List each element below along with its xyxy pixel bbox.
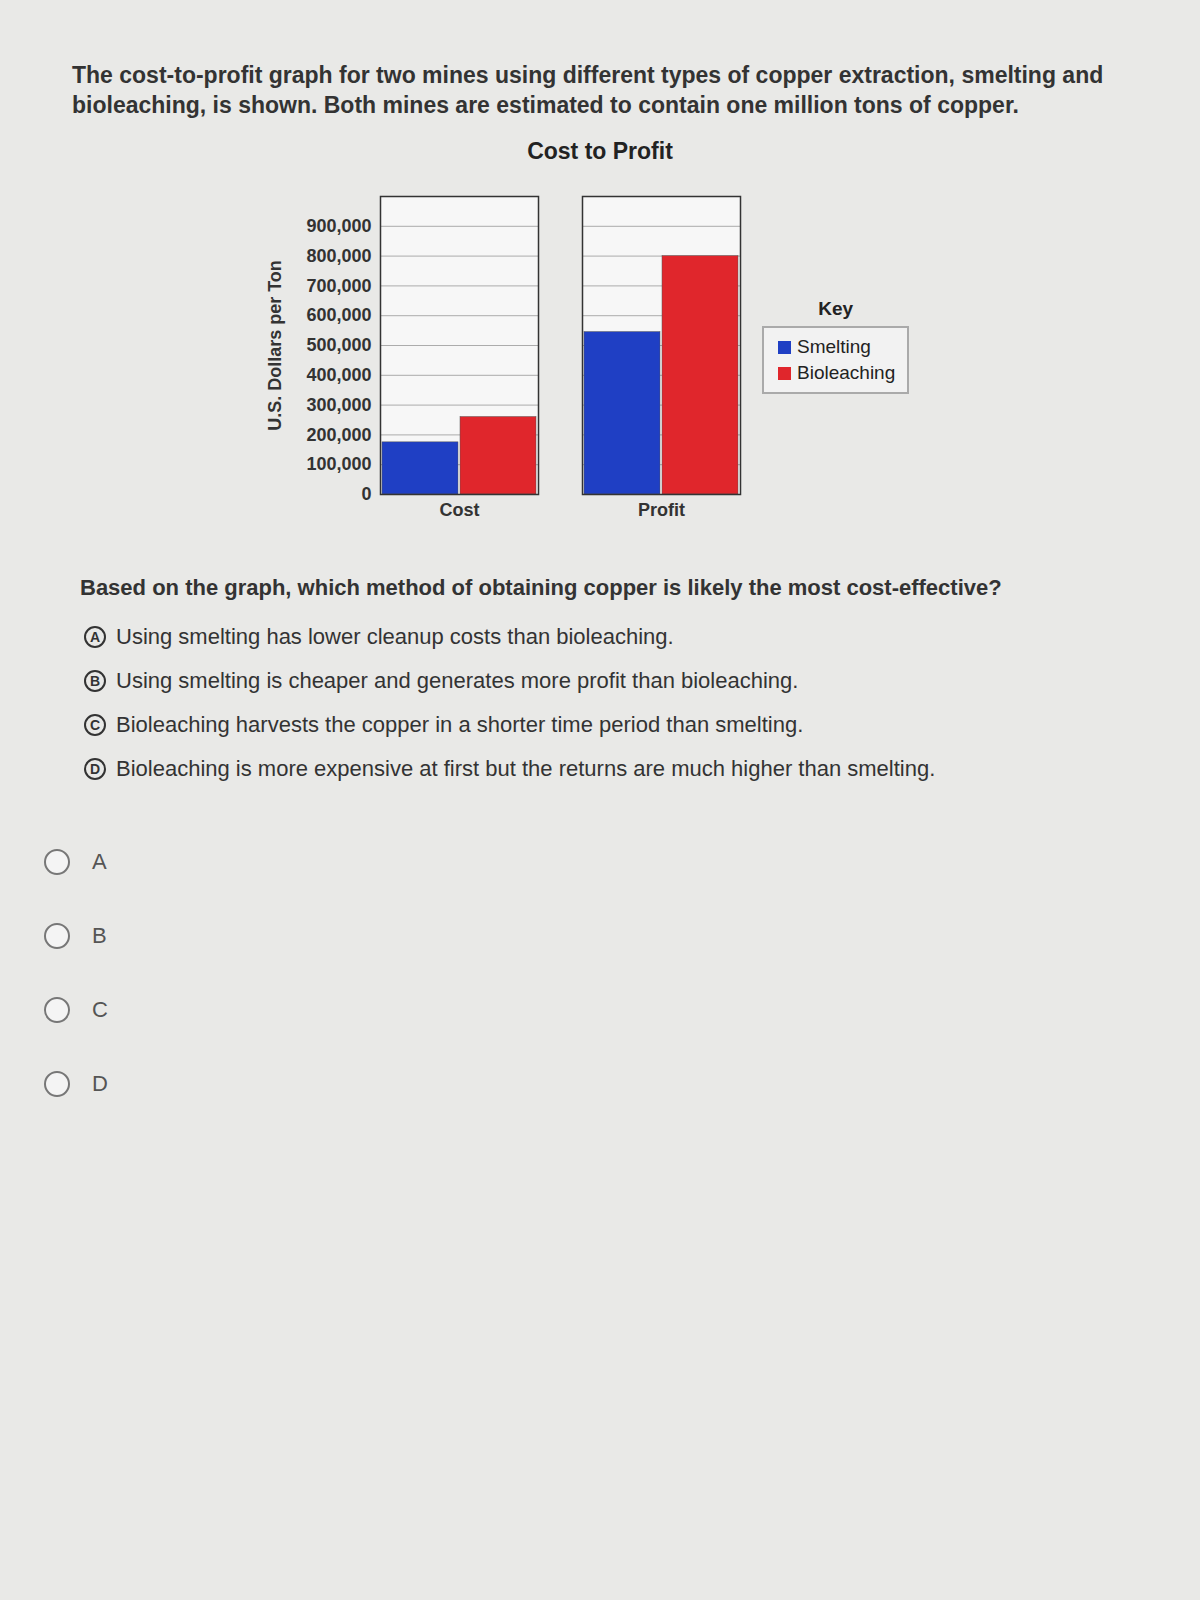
svg-text:800,000: 800,000 (306, 246, 371, 266)
html-text:Bioleaching harvests the coppe: Bioleaching harvests the copper in a sho… (116, 712, 804, 737)
html-text:C: C (89, 717, 101, 733)
svg-text:900,000: 900,000 (306, 216, 371, 236)
svg-text:600,000: 600,000 (306, 305, 371, 325)
svg-text:200,000: 200,000 (306, 425, 371, 445)
html-text:A: A (92, 849, 107, 874)
svg-text:Cost: Cost (440, 500, 480, 520)
html-text:A: A (89, 629, 101, 645)
html-text:Cost to Profit: Cost to Profit (527, 138, 673, 164)
html-text:The cost-to-profit graph for t: The cost-to-profit graph for two mines u… (72, 62, 1104, 118)
html-text:Bioleaching: Bioleaching (797, 362, 896, 383)
svg-text:300,000: 300,000 (306, 395, 371, 415)
html-text:Bioleaching is more expensive: Bioleaching is more expensive at first b… (116, 756, 936, 781)
html-text:Smelting: Smelting (797, 336, 871, 357)
svg-text:U.S. Dollars per Ton: U.S. Dollars per Ton (265, 260, 285, 431)
html-text:Based on the graph, which meth: Based on the graph, which method of obta… (80, 575, 1002, 600)
html-text:Key: Key (818, 298, 853, 319)
html-text:B: B (92, 923, 107, 948)
svg-text:500,000: 500,000 (306, 335, 371, 355)
svg-text:400,000: 400,000 (306, 365, 371, 385)
html-text:D: D (92, 1071, 108, 1096)
svg-text:700,000: 700,000 (306, 276, 371, 296)
svg-text:Profit: Profit (638, 500, 685, 520)
svg-text:0: 0 (361, 484, 371, 504)
html-text:C: C (92, 997, 108, 1022)
svg-text:100,000: 100,000 (306, 454, 371, 474)
html-text:Using smelting has lower clean: Using smelting has lower cleanup costs t… (116, 624, 674, 649)
html-text:B: B (89, 673, 101, 689)
html-text:D: D (89, 761, 101, 777)
html-text:Using smelting is cheaper and: Using smelting is cheaper and generates … (116, 668, 799, 693)
